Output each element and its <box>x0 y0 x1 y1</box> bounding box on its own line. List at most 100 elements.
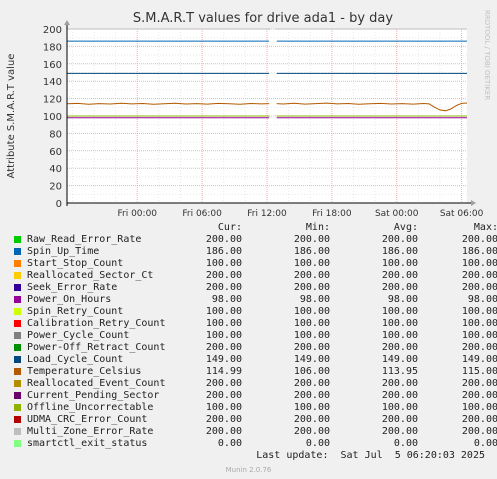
legend-swatch <box>14 428 21 435</box>
legend-avg-value: 200.00 <box>381 414 418 425</box>
y-tick-label: 20 <box>49 182 62 193</box>
legend-max-value: 100.00 <box>461 318 497 329</box>
legend-avg-value: 200.00 <box>381 426 418 437</box>
legend-avg-value: 200.00 <box>381 378 418 389</box>
legend-series-name: Power-Off_Retract_Count <box>27 342 166 353</box>
chart-title: S.M.A.R.T values for drive ada1 - by day <box>133 11 393 26</box>
legend-max-value: 115.00 <box>461 366 497 377</box>
y-tick-label: 60 <box>49 147 62 158</box>
legend-series-name: Power_On_Hours <box>27 294 112 305</box>
legend-cur-value: 200.00 <box>205 282 242 293</box>
x-tick-label: Sat 00:00 <box>375 209 419 219</box>
legend-series-name: Seek_Error_Rate <box>27 282 118 293</box>
y-tick-label: 200 <box>43 25 62 36</box>
legend-min-value: 100.00 <box>293 318 330 329</box>
legend-row: smartctl_exit_status 0.00 0.00 0.00 0.00 <box>10 438 497 450</box>
legend-series-name: Multi_Zone_Error_Rate <box>27 426 154 437</box>
legend-series-name: Load_Cycle_Count <box>27 354 124 365</box>
legend-cur-value: 100.00 <box>205 258 242 269</box>
rrdtool-watermark: RRDTOOL / TOBI OETIKER <box>483 10 491 100</box>
y-tick-label: 80 <box>49 129 62 140</box>
legend-min-value: 200.00 <box>293 342 330 353</box>
legend-cur-value: 200.00 <box>205 378 242 389</box>
legend-series-name: Power_Cycle_Count <box>27 330 130 341</box>
legend-cur-value: 98.00 <box>211 294 242 305</box>
legend-cur-value: 200.00 <box>205 414 242 425</box>
legend-min-value: 100.00 <box>293 330 330 341</box>
legend-row: Current_Pending_Sector 200.00 200.00 200.00… <box>10 390 497 402</box>
legend-row: Reallocated_Sector_Ct 200.00 200.00 200.00 2… <box>10 270 497 282</box>
x-axis-arrow <box>471 200 476 206</box>
legend-min-value: 100.00 <box>293 258 330 269</box>
legend-row: Power-Off_Retract_Count 200.00 200.00 200.0… <box>10 342 497 354</box>
munin-version: Munin 2.0.76 <box>225 466 272 474</box>
legend-max-value: 100.00 <box>461 402 497 413</box>
legend-swatch <box>14 392 21 399</box>
legend-max-value: 98.00 <box>467 294 497 305</box>
legend-header-avg: Avg: <box>393 222 418 233</box>
legend-max-value: 200.00 <box>461 426 497 437</box>
legend-cur-value: 149.00 <box>205 354 242 365</box>
legend-min-value: 186.00 <box>293 246 330 257</box>
legend-swatch <box>14 404 21 411</box>
legend-max-value: 200.00 <box>461 282 497 293</box>
legend-cur-value: 200.00 <box>205 426 242 437</box>
legend-avg-value: 186.00 <box>381 246 418 257</box>
legend-cur-value: 200.00 <box>205 234 242 245</box>
legend-max-value: 0.00 <box>473 438 497 449</box>
legend-row: Spin_Up_Time 186.00 186.00 186.00 186.00 <box>10 246 497 258</box>
legend-cur-value: 100.00 <box>205 402 242 413</box>
legend-min-value: 200.00 <box>293 378 330 389</box>
legend-header-min: Min: <box>305 222 330 233</box>
y-tick-label: 180 <box>43 42 62 53</box>
legend-avg-value: 200.00 <box>381 282 418 293</box>
series-line-temperature <box>66 102 270 105</box>
legend-header-row: Cur: Min: Avg: Max: <box>10 222 497 234</box>
legend-cur-value: 200.00 <box>205 342 242 353</box>
legend-swatch <box>14 284 21 291</box>
legend-row: Load_Cycle_Count 149.00 149.00 149.00 149.00 <box>10 354 497 366</box>
legend-swatch <box>14 368 21 375</box>
legend-swatch <box>14 320 21 327</box>
legend-min-value: 200.00 <box>293 270 330 281</box>
legend-avg-value: 200.00 <box>381 234 418 245</box>
legend-swatch <box>14 440 21 447</box>
legend-max-value: 100.00 <box>461 330 497 341</box>
legend-avg-value: 200.00 <box>381 390 418 401</box>
legend-avg-value: 149.00 <box>381 354 418 365</box>
legend-max-value: 200.00 <box>461 390 497 401</box>
legend-swatch <box>14 308 21 315</box>
legend-min-value: 200.00 <box>293 282 330 293</box>
legend-min-value: 149.00 <box>293 354 330 365</box>
legend-row: Multi_Zone_Error_Rate 200.00 200.00 200.00 2… <box>10 426 497 438</box>
legend-avg-value: 100.00 <box>381 318 418 329</box>
y-axis-arrow <box>64 20 70 25</box>
legend-cur-value: 186.00 <box>205 246 242 257</box>
legend-avg-value: 200.00 <box>381 270 418 281</box>
legend-cur-value: 100.00 <box>205 318 242 329</box>
legend-series-name: Start_Stop_Count <box>27 258 124 269</box>
legend-row: Power_On_Hours 98.00 98.00 98.00 98.00 <box>10 294 497 306</box>
legend-cur-value: 100.00 <box>205 330 242 341</box>
legend-rows: Raw_Read_Error_Rate 200.00 200.00 200.00 200… <box>10 234 497 450</box>
legend-min-value: 200.00 <box>293 426 330 437</box>
x-tick-label: Sat 06:00 <box>440 209 484 219</box>
legend-avg-value: 100.00 <box>381 258 418 269</box>
legend-max-value: 200.00 <box>461 270 497 281</box>
legend-series-name: smartctl_exit_status <box>27 438 148 449</box>
legend-avg-value: 98.00 <box>387 294 418 305</box>
legend-row: Offline_Uncorrectable 100.00 100.00 100.00 1… <box>10 402 497 414</box>
legend-avg-value: 100.00 <box>381 306 418 317</box>
legend-series-name: Calibration_Retry_Count <box>27 318 166 329</box>
legend-swatch <box>14 248 21 255</box>
legend-swatch <box>14 356 21 363</box>
legend-series-name: Spin_Retry_Count <box>27 306 124 317</box>
legend-cur-value: 114.99 <box>205 366 242 377</box>
legend-cur-value: 100.00 <box>205 306 242 317</box>
legend-max-value: 200.00 <box>461 234 497 245</box>
legend-min-value: 100.00 <box>293 306 330 317</box>
x-tick-label: Fri 12:00 <box>247 209 287 219</box>
legend-row: Seek_Error_Rate 200.00 200.00 200.00 200.00 <box>10 282 497 294</box>
legend-swatch <box>14 380 21 387</box>
